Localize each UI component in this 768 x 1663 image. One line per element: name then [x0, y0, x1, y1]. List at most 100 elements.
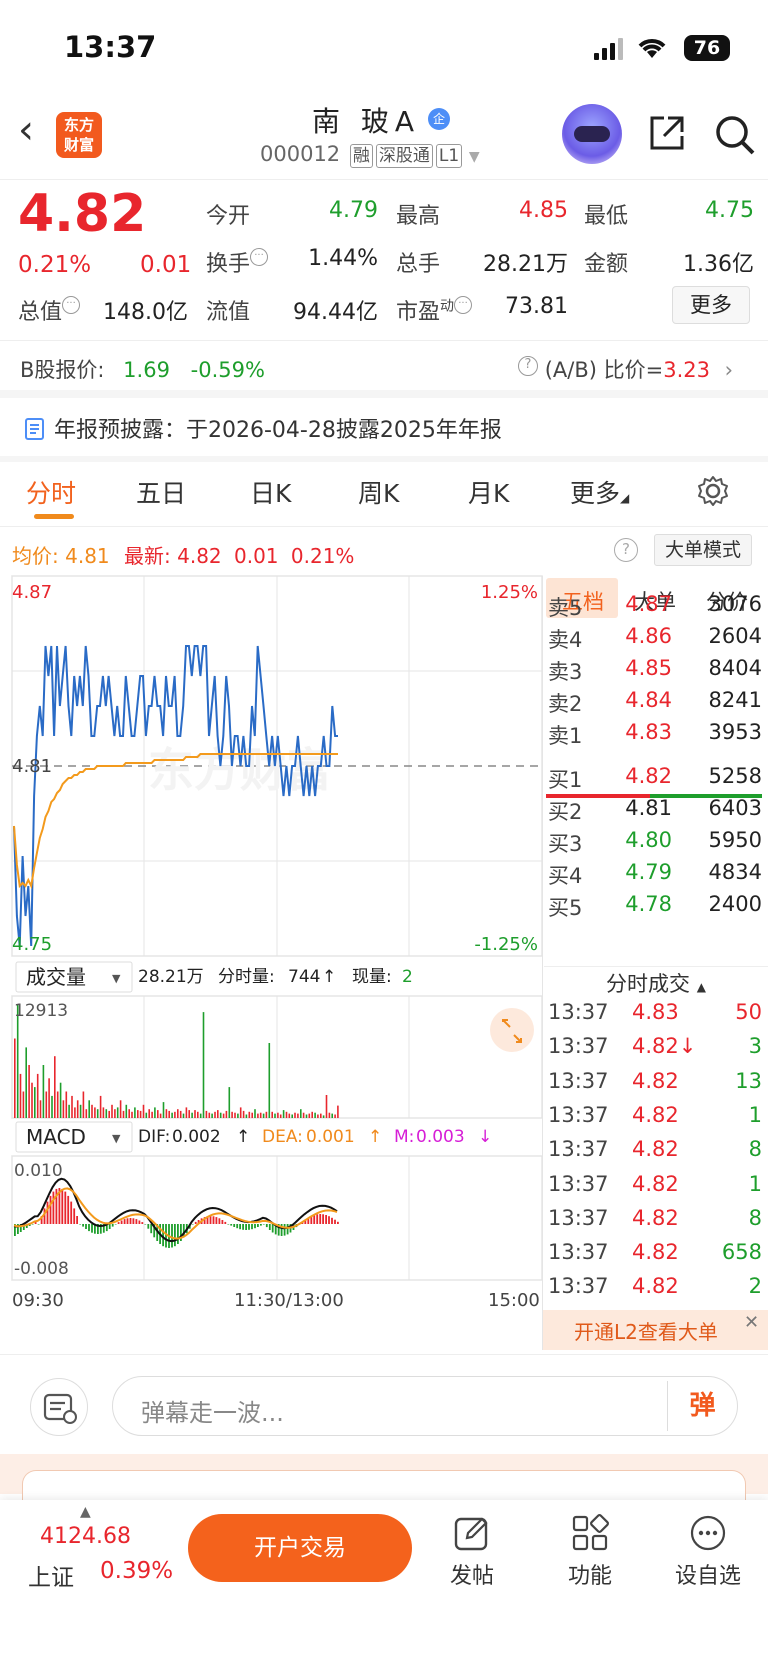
ask-row[interactable]: 卖5 4.87 3076: [548, 592, 762, 620]
macd-bar: [337, 1221, 339, 1224]
help-icon[interactable]: ?: [614, 538, 638, 562]
stock-code: 000012: [260, 142, 341, 166]
volume-bar: [59, 1082, 62, 1118]
stock-header: ‹ 东方 财富 南 玻A 企 000012 融深股通 L1 ▼: [0, 96, 768, 180]
macd-indicator-select[interactable]: [15, 1121, 133, 1153]
dif-value: 0.002: [172, 1127, 221, 1147]
intraday-chart[interactable]: 东方财富 4.87 4.81 4.75 1.25% -1.25% 成交量 ▼ 2…: [0, 574, 544, 1354]
pe-label[interactable]: 市盈动 ···: [396, 294, 473, 326]
volume-bar: [131, 1111, 133, 1118]
tab-monthly-k[interactable]: 月K: [468, 479, 510, 508]
post-button[interactable]: 发帖: [432, 1514, 512, 1590]
tab-more[interactable]: 更多◢: [570, 479, 630, 508]
info-icon: ···: [454, 296, 473, 314]
macd-bar: [37, 1224, 40, 1225]
index-name[interactable]: 上证: [28, 1565, 74, 1591]
bid-row[interactable]: 买2 4.81 6403: [548, 796, 762, 824]
stock-code-line[interactable]: 000012 融深股通 L1 ▼: [260, 142, 480, 168]
trade-row[interactable]: 13:37 4.82↓ 3: [548, 1034, 762, 1059]
signal-icon: [594, 38, 623, 60]
announcement-banner[interactable]: 年报预披露：于2026-04-28披露2025年年报: [24, 412, 502, 444]
chevron-down-icon: ▼: [468, 149, 480, 165]
macd-bar: [132, 1218, 135, 1224]
ask-row[interactable]: 卖2 4.84 8241: [548, 688, 762, 716]
back-icon[interactable]: ‹: [18, 107, 34, 153]
dea-value: 0.001: [306, 1127, 355, 1147]
current-price: 4.82: [18, 184, 147, 244]
l2-upgrade-banner[interactable]: 开通L2查看大单 ✕: [542, 1310, 768, 1350]
share-icon[interactable]: [648, 114, 686, 152]
macd-bar: [64, 1191, 67, 1224]
trade-row[interactable]: 13:37 4.82 13: [548, 1068, 762, 1093]
volume-bar: [228, 1087, 231, 1118]
macd-panel: MACD ▼ DIF: 0.002 ↑ DEA: 0.001 ↑ M: 0.00…: [11, 1121, 543, 1281]
barrage-input[interactable]: 弹幕走一波... 弹: [112, 1376, 738, 1436]
assistant-robot-icon[interactable]: [562, 104, 622, 164]
barrage-send-button[interactable]: 弹: [667, 1381, 737, 1431]
add-watchlist-button[interactable]: 设自选: [668, 1514, 748, 1590]
trade-row[interactable]: 13:37 4.82 8: [548, 1205, 762, 1230]
volume-bar: [185, 1107, 188, 1118]
tab-five-levels[interactable]: 五档: [562, 590, 604, 614]
functions-button[interactable]: 功能: [550, 1514, 630, 1590]
bid-row[interactable]: 买3 4.80 5950: [548, 828, 762, 856]
triangle-up-icon: ▲: [80, 1504, 91, 1520]
svg-text:分时量:: 分时量:: [218, 967, 275, 987]
volume-bar: [36, 1073, 39, 1118]
bid-row[interactable]: 买1 4.82 5258: [548, 764, 762, 792]
trade-row[interactable]: 13:37 4.83 50: [548, 1000, 762, 1024]
macd-bar: [102, 1224, 105, 1233]
macd-bar: [212, 1216, 215, 1224]
change-percent: 0.21%: [18, 252, 92, 278]
tab-five-day[interactable]: 五日: [136, 479, 187, 508]
volume-bar: [179, 1110, 182, 1118]
b-share-quote[interactable]: B股报价: 1.69 -0.59%: [20, 358, 265, 382]
barrage-settings-icon[interactable]: [30, 1378, 88, 1436]
more-button[interactable]: 更多: [672, 286, 750, 324]
current-volume: 2: [402, 967, 413, 987]
ask-row[interactable]: 卖3 4.85 8404: [548, 656, 762, 684]
big-order-mode-button[interactable]: 大单模式: [654, 534, 752, 566]
volume-bar: [337, 1105, 339, 1118]
trade-row[interactable]: 13:37 4.82 1: [548, 1171, 762, 1196]
tab-daily-k[interactable]: 日K: [250, 479, 292, 508]
volume-bar: [231, 1111, 233, 1118]
volume-bar: [148, 1109, 150, 1118]
bid-row[interactable]: 买4 4.79 4834: [548, 860, 762, 888]
open-account-button[interactable]: 开户交易: [188, 1514, 412, 1582]
b-share-price: 1.69: [123, 358, 170, 382]
bid-row[interactable]: 买5 4.78 2400: [548, 892, 762, 920]
trade-row[interactable]: 13:37 4.82 1: [548, 1102, 762, 1127]
pe-value: 73.81: [505, 294, 568, 319]
turnover-label[interactable]: 换手 ···: [206, 246, 269, 278]
trade-row[interactable]: 13:37 4.82 658: [548, 1240, 762, 1265]
macd-bar: [224, 1221, 227, 1224]
macd-bar: [239, 1224, 241, 1230]
ask-row[interactable]: 卖4 4.86 2604: [548, 624, 762, 652]
tab-big-orders[interactable]: 大单: [634, 590, 676, 614]
volume-bar: [14, 1038, 16, 1118]
close-icon[interactable]: ✕: [744, 1312, 760, 1333]
volume-bar: [285, 1111, 288, 1118]
volume-bar: [122, 1110, 125, 1118]
search-icon[interactable]: [714, 114, 756, 156]
tab-intraday[interactable]: 分时: [26, 479, 77, 508]
chevron-down-icon: ▼: [112, 972, 121, 985]
barrage-bar: 弹幕走一波... 弹: [0, 1354, 768, 1454]
trade-row[interactable]: 13:37 4.82 2: [548, 1274, 762, 1299]
index-value[interactable]: 4124.68: [40, 1524, 131, 1549]
expand-icon[interactable]: [490, 1008, 534, 1052]
volume-indicator-select[interactable]: [15, 961, 133, 993]
macd-bar: [55, 1188, 58, 1224]
svg-text:M:: M:: [394, 1127, 414, 1147]
settings-gear-icon[interactable]: [696, 474, 730, 508]
ab-ratio[interactable]: ? (A/B) 比价=3.23 ›: [518, 354, 733, 384]
ask-row[interactable]: 卖1 4.83 3953: [548, 720, 762, 748]
latest-change: 0.01: [234, 544, 279, 568]
tab-weekly-k[interactable]: 周K: [358, 479, 400, 508]
market-cap-label[interactable]: 总值 ···: [18, 294, 81, 326]
trades-header[interactable]: 分时成交 ▲: [606, 972, 706, 996]
trade-row[interactable]: 13:37 4.82 8: [548, 1137, 762, 1162]
tab-price-dist[interactable]: 分价: [706, 590, 748, 614]
volume-bar: [237, 1113, 239, 1118]
